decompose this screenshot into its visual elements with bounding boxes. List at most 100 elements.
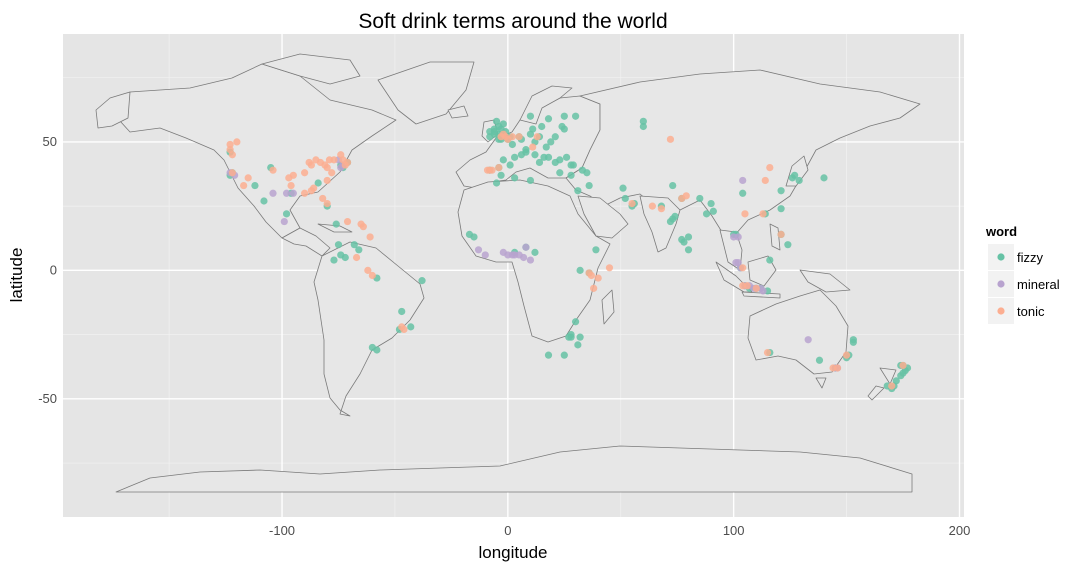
- point-fizzy: [560, 125, 568, 133]
- point-fizzy: [639, 122, 647, 131]
- point-fizzy: [251, 181, 259, 190]
- point-tonic: [888, 382, 896, 390]
- point-fizzy: [355, 246, 363, 254]
- point-tonic: [497, 133, 505, 141]
- point-tonic: [605, 264, 614, 272]
- point-tonic: [307, 161, 315, 169]
- point-fizzy: [619, 184, 627, 192]
- point-fizzy: [574, 187, 582, 195]
- point-tonic: [766, 163, 774, 172]
- point-tonic: [269, 166, 277, 174]
- point-fizzy: [820, 174, 828, 182]
- point-fizzy: [571, 112, 580, 120]
- point-tonic: [323, 163, 331, 172]
- point-mineral: [280, 217, 288, 226]
- point-tonic: [339, 156, 347, 164]
- point-fizzy: [492, 179, 501, 187]
- point-tonic: [488, 166, 496, 174]
- point-fizzy: [334, 241, 343, 249]
- point-fizzy: [522, 148, 530, 156]
- point-fizzy: [791, 171, 799, 179]
- point-tonic: [529, 143, 537, 151]
- point-fizzy: [576, 266, 584, 274]
- point-tonic: [666, 135, 675, 143]
- point-mineral: [474, 246, 483, 254]
- legend-label-mineral: mineral: [1017, 277, 1060, 292]
- point-fizzy: [684, 246, 693, 254]
- point-tonic: [495, 163, 503, 172]
- point-tonic: [533, 133, 541, 141]
- point-fizzy: [526, 112, 535, 120]
- data-points: [226, 112, 912, 393]
- point-fizzy: [583, 169, 591, 177]
- point-tonic: [364, 266, 372, 274]
- point-tonic: [325, 156, 334, 164]
- point-fizzy: [669, 181, 677, 190]
- point-fizzy: [766, 256, 774, 264]
- x-axis-ticks: -100 0 100 200: [269, 523, 970, 538]
- point-tonic: [743, 282, 751, 290]
- legend-label-fizzy: fizzy: [1017, 250, 1044, 265]
- point-fizzy: [739, 189, 747, 197]
- point-fizzy: [784, 241, 792, 249]
- point-fizzy: [849, 338, 857, 346]
- point-tonic: [323, 199, 331, 208]
- legend: word fizzy mineral tonic: [985, 224, 1060, 324]
- point-fizzy: [571, 318, 580, 326]
- point-fizzy: [696, 194, 704, 203]
- legend-label-tonic: tonic: [1017, 304, 1045, 319]
- point-fizzy: [282, 210, 291, 218]
- point-fizzy: [337, 251, 345, 259]
- point-fizzy: [569, 161, 577, 169]
- point-fizzy: [576, 333, 584, 341]
- point-fizzy: [407, 323, 415, 331]
- point-tonic: [368, 271, 376, 280]
- point-tonic: [777, 230, 785, 238]
- point-tonic: [515, 133, 523, 141]
- point-fizzy: [506, 161, 514, 169]
- point-fizzy: [680, 238, 688, 246]
- point-tonic: [741, 210, 749, 218]
- x-tick-label: -100: [269, 523, 295, 538]
- point-fizzy: [526, 176, 535, 185]
- point-tonic: [319, 194, 327, 203]
- y-tick-label: 50: [43, 134, 57, 149]
- point-fizzy: [538, 122, 546, 131]
- point-fizzy: [470, 233, 478, 241]
- point-mineral: [289, 189, 297, 197]
- point-tonic: [628, 199, 636, 208]
- point-tonic: [366, 233, 374, 241]
- point-fizzy: [260, 197, 268, 205]
- point-fizzy: [398, 307, 406, 316]
- world-map-outline: [95, 53, 921, 493]
- point-mineral: [759, 287, 767, 295]
- point-fizzy: [639, 117, 647, 125]
- point-tonic: [307, 187, 315, 195]
- point-tonic: [842, 351, 851, 359]
- point-fizzy: [511, 174, 519, 182]
- point-fizzy: [562, 153, 571, 161]
- point-tonic: [301, 189, 309, 197]
- point-fizzy: [531, 248, 539, 256]
- point-tonic: [752, 284, 760, 292]
- point-fizzy: [777, 187, 785, 195]
- point-mineral: [269, 189, 277, 197]
- point-mineral: [734, 233, 742, 241]
- point-fizzy: [544, 351, 553, 359]
- point-tonic: [739, 264, 747, 272]
- point-fizzy: [556, 156, 564, 164]
- point-fizzy: [544, 153, 553, 161]
- point-tonic: [244, 174, 252, 182]
- point-fizzy: [497, 171, 505, 179]
- point-tonic: [682, 192, 690, 200]
- point-tonic: [357, 220, 365, 228]
- point-fizzy: [565, 333, 573, 341]
- point-fizzy: [560, 351, 568, 359]
- point-tonic: [398, 323, 406, 331]
- y-tick-label: -50: [38, 391, 57, 406]
- point-tonic: [323, 176, 331, 185]
- point-fizzy: [815, 356, 824, 364]
- point-tonic: [763, 348, 772, 357]
- y-axis-title: latitude: [7, 248, 26, 303]
- point-fizzy: [551, 133, 559, 141]
